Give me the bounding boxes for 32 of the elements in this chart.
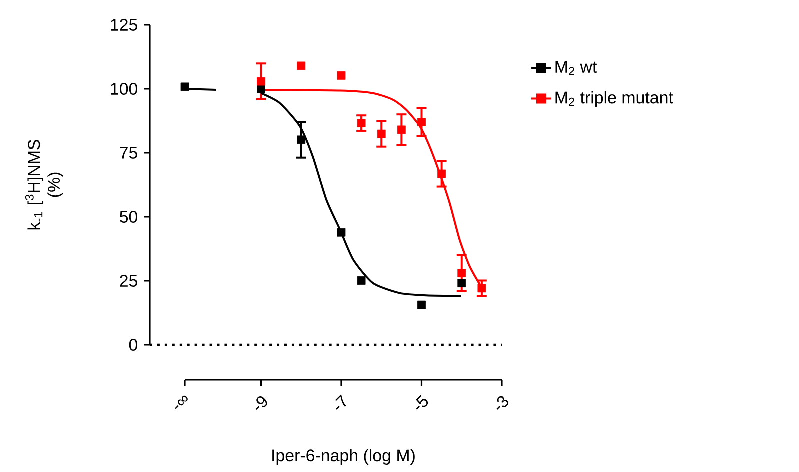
x-tick-label: -5 [416, 395, 428, 410]
point [438, 170, 446, 178]
x-tick-label: -7 [335, 394, 346, 410]
legend-label: M$_{2}$ triple mutant [556, 91, 674, 108]
point [397, 126, 406, 134]
y-tick-label: 0 [129, 339, 138, 351]
point [357, 276, 366, 285]
y-tick-label: 75 [120, 147, 138, 159]
point [418, 118, 426, 126]
point [418, 300, 426, 310]
point [478, 284, 486, 293]
y-axis-title: k$_{-1}$ [$^{3}$H]NMS (%) [25, 140, 64, 230]
point [458, 269, 466, 278]
x-tick-label: -9 [256, 396, 268, 410]
point [257, 77, 266, 86]
y-tick-label: 50 [120, 211, 138, 223]
point [297, 62, 306, 70]
point [257, 85, 266, 94]
x-tick-label: -∞ [175, 396, 188, 410]
point [337, 72, 346, 80]
y-tick-label: 125 [111, 19, 138, 31]
point [180, 82, 190, 92]
y-tick-label: 25 [120, 275, 138, 287]
point [297, 136, 306, 144]
y-tick-label: 100 [111, 83, 138, 95]
point [377, 130, 386, 138]
point [357, 119, 366, 128]
legend-label: M$_{2}$ wt [556, 61, 598, 76]
x-axis-title: Iper-6-naph (log M) [272, 449, 415, 465]
x-tick-label: -3 [496, 396, 509, 410]
point [458, 279, 466, 288]
point [337, 228, 346, 237]
